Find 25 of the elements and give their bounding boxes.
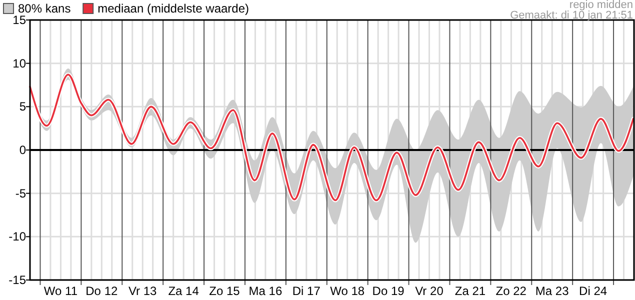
x-tick-label: Wo 18 [330,284,365,298]
x-tick-label: Ma 23 [535,284,570,298]
x-tick-label: Di 17 [292,284,321,298]
x-tick-label: Do 12 [86,284,118,298]
x-tick-label: Wo 11 [44,284,78,298]
annotation: Gemaakt: di 10 jan 21:51 [510,10,633,22]
y-tick-label: 5 [19,100,26,114]
legend-title: 80% kans [18,2,71,16]
x-tick-label: Za 14 [168,284,200,298]
x-tick-label: Vr 13 [128,284,158,298]
x-tick-label: Zo 15 [209,284,240,298]
x-tick-label: Do 19 [372,284,405,298]
y-tick-label: -15 [8,273,26,287]
x-tick-label: Zo 22 [496,284,527,298]
x-tick-label: Za 21 [454,284,486,298]
x-tick-label: Di 24 [579,284,608,298]
y-tick-label: 10 [12,56,26,70]
y-tick-label: -10 [8,230,26,244]
legend-label: mediaan (middelste waarde) [98,2,250,16]
y-tick-label: 15 [12,13,26,27]
y-tick-label: 0 [19,143,26,157]
x-tick-label: Ma 16 [248,284,282,298]
y-tick-label: -5 [15,186,26,200]
text: regio midden [569,0,633,11]
x-tick-label: Vr 20 [415,284,444,298]
